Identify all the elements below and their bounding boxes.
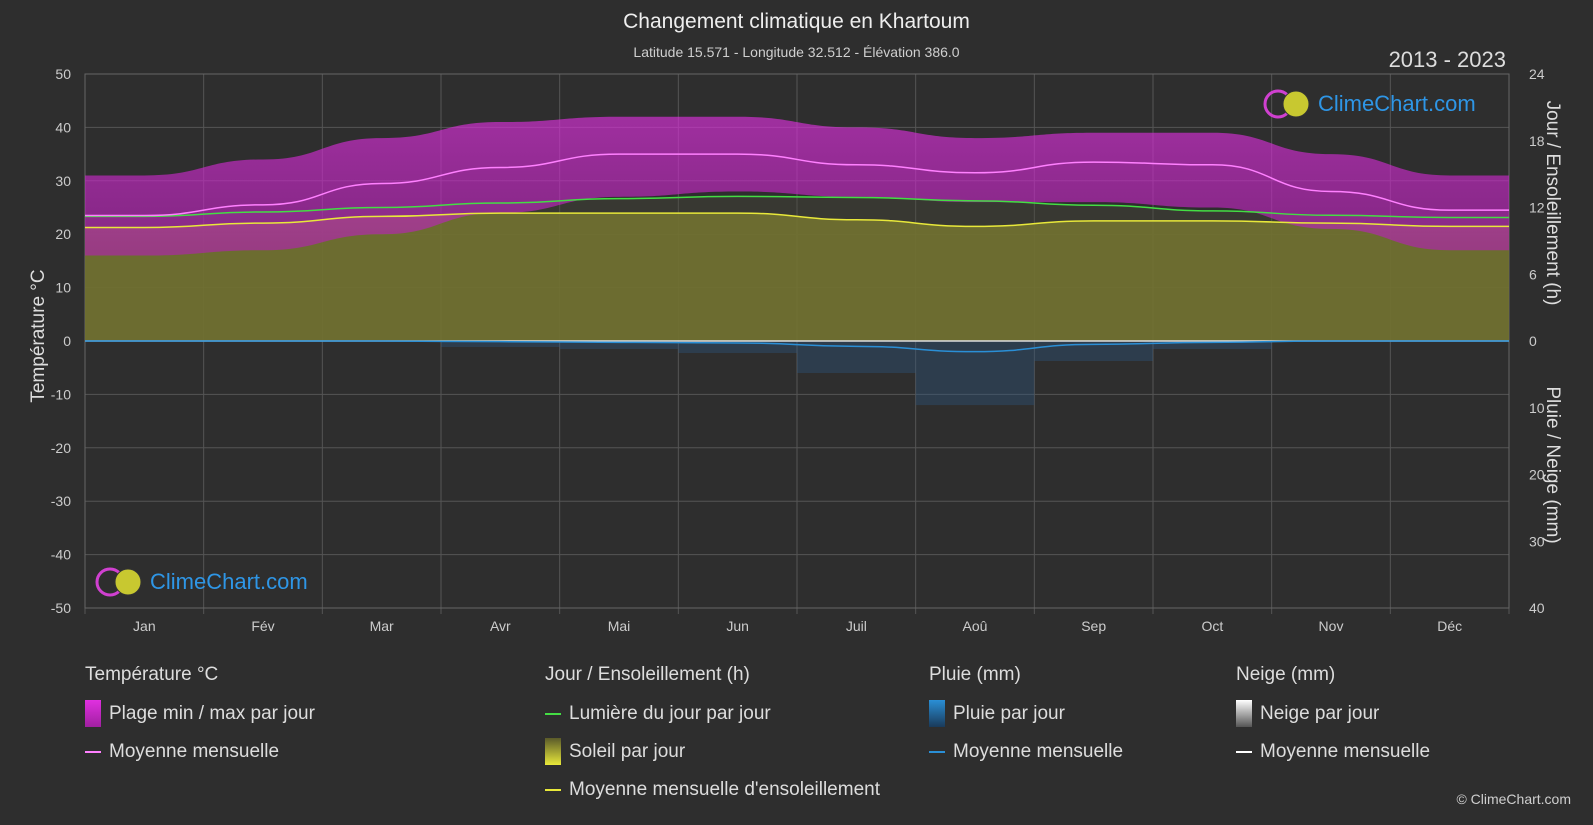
series-lines <box>85 153 1509 353</box>
left-tick-label: -10 <box>51 386 71 402</box>
month-label: Mar <box>370 618 394 634</box>
daylight-line <box>85 195 1509 219</box>
axis-ticks: 50 40 30 20 10 0 -10 -20 -30 -40 -50 24 18 12 6 0 10 20 30… <box>51 66 1545 634</box>
month-label: Aoû <box>963 618 988 634</box>
legend-item: Moyenne mensuelle <box>1236 738 1430 765</box>
sunshine-swatch <box>545 738 561 765</box>
month-label: Juil <box>846 618 867 634</box>
rain-bar <box>559 341 679 350</box>
right-bottom-tick-label: 10 <box>1529 400 1545 416</box>
legend-label: Moyenne mensuelle d'ensoleillement <box>569 778 880 800</box>
left-tick-label: 20 <box>55 226 71 242</box>
legend-label: Moyenne mensuelle <box>1260 740 1431 762</box>
temp-mean-swatch <box>85 750 101 753</box>
legend-label: Plage min / max par jour <box>109 702 315 724</box>
legend-item: Moyenne mensuelle d'ensoleillement <box>545 776 880 803</box>
legend-item: Moyenne mensuelle <box>85 738 315 765</box>
rain-bar <box>1153 341 1272 350</box>
month-label: Mai <box>608 618 631 634</box>
right-top-tick-label: 24 <box>1529 66 1545 82</box>
month-label: Déc <box>1437 618 1462 634</box>
snow-swatch <box>1236 700 1252 727</box>
right-top-tick-label: 12 <box>1529 200 1545 216</box>
month-label: Jan <box>133 618 156 634</box>
left-tick-label: -40 <box>51 547 71 563</box>
left-tick-label: 50 <box>55 66 71 82</box>
copyright: © ClimeChart.com <box>1456 791 1571 807</box>
logo-icon <box>95 567 142 597</box>
sunshine-mean-line <box>85 212 1509 229</box>
legend-label: Moyenne mensuelle <box>953 740 1124 762</box>
temperature-mean-line <box>85 153 1509 217</box>
logo-text: ClimeChart.com <box>1318 91 1476 116</box>
right-top-tick-label: 0 <box>1529 333 1537 349</box>
logo-icon <box>1263 89 1310 119</box>
temperature-range-area <box>85 116 1509 256</box>
legend-title: Jour / Ensoleillement (h) <box>545 664 750 685</box>
chart-subtitle: Latitude 15.571 - Longitude 32.512 - Élé… <box>633 44 960 60</box>
month-label: Nov <box>1319 618 1344 634</box>
logo-text: ClimeChart.com <box>150 569 308 594</box>
month-label: Oct <box>1201 618 1223 634</box>
daylight-area-fill <box>85 196 1509 341</box>
legend-item: Lumière du jour par jour <box>545 700 880 727</box>
temperature-range-fill <box>85 116 1509 256</box>
left-tick-label: 40 <box>55 119 71 135</box>
daylight-swatch <box>545 712 561 715</box>
logo-bottom: ClimeChart.com <box>94 566 308 598</box>
logo-top: ClimeChart.com <box>1262 88 1476 120</box>
month-label: Sep <box>1081 618 1106 634</box>
sunshine-area <box>85 196 1509 341</box>
right-bottom-tick-label: 20 <box>1529 467 1545 483</box>
left-tick-label: -50 <box>51 600 71 616</box>
legend-rain: Pluie (mm) Pluie par jour Moyenne mensue… <box>929 664 1123 776</box>
temp-range-swatch <box>85 700 101 727</box>
right-top-tick-label: 6 <box>1529 266 1537 282</box>
legend-sun: Jour / Ensoleillement (h) Lumière du jou… <box>545 664 880 814</box>
legend-title: Température °C <box>85 664 219 685</box>
legend-label: Lumière du jour par jour <box>569 702 771 724</box>
legend-label: Neige par jour <box>1260 702 1380 724</box>
left-tick-label: 30 <box>55 173 71 189</box>
legend-snow: Neige (mm) Neige par jour Moyenne mensue… <box>1236 664 1430 776</box>
legend-item: Neige par jour <box>1236 700 1430 727</box>
right-bottom-tick-label: 40 <box>1529 600 1545 616</box>
legend-item: Plage min / max par jour <box>85 700 315 727</box>
legend-item: Moyenne mensuelle <box>929 738 1123 765</box>
year-range: 2013 - 2023 <box>1388 47 1506 72</box>
legend-label: Soleil par jour <box>569 740 686 762</box>
snow-mean-swatch <box>1236 750 1252 753</box>
chart-title: Changement climatique en Khartoum <box>623 10 970 33</box>
right-top-tick-label: 18 <box>1529 133 1545 149</box>
legend-label: Pluie par jour <box>953 702 1065 724</box>
legend-item: Pluie par jour <box>929 700 1123 727</box>
left-tick-label: 10 <box>55 280 71 296</box>
legend-label: Moyenne mensuelle <box>109 740 280 762</box>
sunshine-area-fill <box>85 213 1509 341</box>
left-tick-label: -20 <box>51 440 71 456</box>
month-label: Avr <box>490 618 511 634</box>
rain-mean-swatch <box>929 750 945 753</box>
rain-bar <box>441 341 560 347</box>
month-label: Fév <box>251 618 274 634</box>
legend-item: Soleil par jour <box>545 738 880 765</box>
left-tick-label: 0 <box>63 333 71 349</box>
rain-swatch <box>929 700 945 727</box>
right-bottom-tick-label: 30 <box>1529 533 1545 549</box>
month-label: Jun <box>726 618 749 634</box>
legend-title: Pluie (mm) <box>929 664 1021 685</box>
climate-chart: 50 40 30 20 10 0 -10 -20 -30 -40 -50 24 18 12 6 0 10 20 30… <box>51 66 1545 634</box>
left-tick-label: -30 <box>51 493 71 509</box>
legend-temperature: Température °C Plage min / max par jour … <box>85 664 315 776</box>
sun-mean-swatch <box>545 788 561 791</box>
rain-mean-line <box>85 340 1509 353</box>
legend-title: Neige (mm) <box>1236 664 1336 685</box>
